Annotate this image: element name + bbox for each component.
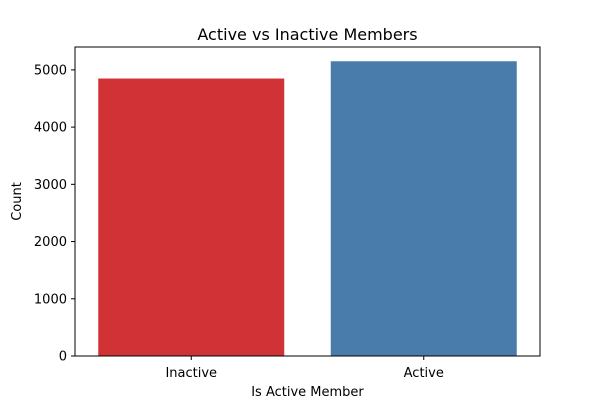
- x-tick-label: Inactive: [165, 366, 217, 381]
- y-tick-label: 3000: [34, 178, 67, 193]
- x-tick-label: Active: [404, 366, 444, 381]
- chart-title: Active vs Inactive Members: [197, 25, 417, 44]
- y-tick-label: 0: [59, 350, 67, 365]
- x-axis: Inactive Active: [165, 356, 444, 381]
- plot-frame: [74, 46, 541, 357]
- bar-active: [330, 61, 517, 356]
- y-tick-label: 1000: [34, 292, 67, 307]
- y-tick-label: 5000: [34, 63, 67, 78]
- bars-group: [98, 61, 517, 356]
- y-tick-label: 2000: [34, 235, 67, 250]
- y-axis: 0 1000 2000 3000 4000 5000: [34, 63, 75, 365]
- x-axis-label: Is Active Member: [251, 385, 364, 400]
- y-tick-label: 4000: [34, 121, 67, 136]
- bar-inactive: [98, 78, 285, 356]
- y-axis-label: Count: [10, 182, 25, 221]
